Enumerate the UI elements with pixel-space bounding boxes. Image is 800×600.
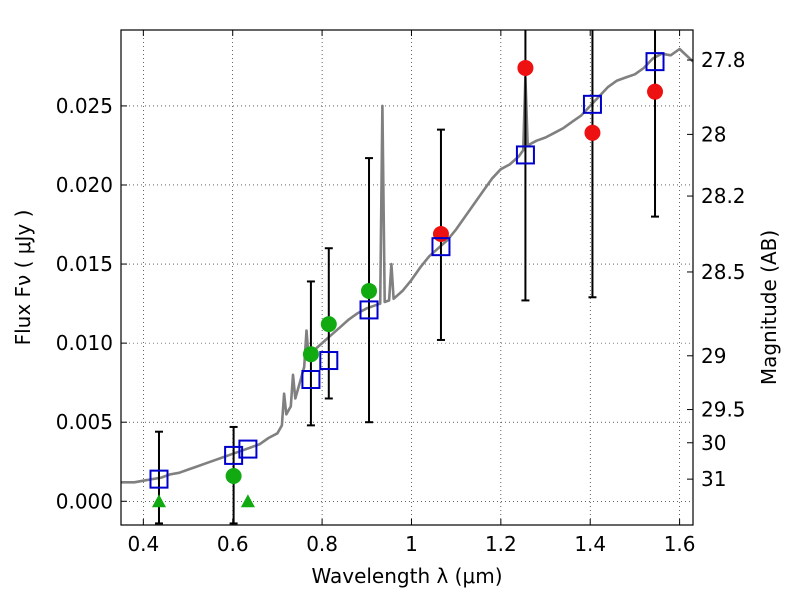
green-circle-marker	[302, 346, 319, 363]
grid	[121, 30, 693, 525]
y2-tick-label: 29.5	[701, 398, 746, 422]
x-tick-label: 0.4	[127, 532, 159, 556]
model-square-marker	[645, 52, 665, 72]
y2-tick-label: 31	[701, 467, 726, 491]
model-square-marker	[149, 469, 169, 489]
y2-tick-label: 28	[701, 122, 726, 146]
y2-tick-label: 28.2	[701, 184, 746, 208]
y2-tick-label: 27.8	[701, 48, 746, 72]
red-circle-marker	[432, 226, 449, 243]
x-tick-label: 0.8	[306, 532, 338, 556]
y-tick-label: 0.000	[56, 489, 113, 513]
model-square-marker	[224, 445, 244, 465]
plot-area	[121, 30, 694, 525]
red-circle-marker	[584, 124, 601, 141]
axis-ticks: 0.4 0.6 0.8 1 1.2 1.4 1.6 0.000 0.005 0.010 0.015 0…	[56, 30, 746, 556]
model-square-marker	[515, 145, 535, 165]
x-tick-label: 1.2	[485, 532, 517, 556]
x-axis-label: Wavelength λ (μm)	[311, 564, 502, 588]
model-square-marker	[582, 94, 602, 114]
plot-frame	[120, 29, 694, 526]
y-axis-label: Flux Fν ( μJy )	[11, 210, 35, 346]
green-circle-marker	[225, 467, 242, 484]
model-square-marker	[301, 370, 321, 390]
model-square-marker	[359, 300, 379, 320]
x-tick-label: 1.4	[574, 532, 606, 556]
green-circle-marker	[361, 282, 378, 299]
y-tick-label: 0.025	[56, 94, 113, 118]
green-circle-marker	[320, 316, 337, 333]
model-square-marker	[431, 237, 451, 257]
model-square-marker	[238, 439, 258, 459]
y-tick-label: 0.010	[56, 331, 113, 355]
y2-tick-label: 29	[701, 344, 726, 368]
y-tick-label: 0.005	[56, 410, 113, 434]
y2-tick-label: 28.5	[701, 260, 746, 284]
green-triangle-marker	[240, 494, 255, 508]
x-tick-label: 1.6	[664, 532, 696, 556]
y-tick-label: 0.015	[56, 252, 113, 276]
spectrum-line	[121, 47, 694, 484]
model-square-marker	[319, 351, 339, 371]
y2-axis-label: Magnitude (AB)	[757, 230, 781, 385]
y-tick-label: 0.020	[56, 173, 113, 197]
red-circle-marker	[517, 59, 534, 76]
red-circle-marker	[647, 83, 664, 100]
green-triangle-marker	[151, 494, 166, 508]
y2-tick-label: 30	[701, 431, 726, 455]
x-tick-label: 0.6	[217, 532, 249, 556]
x-tick-label: 1	[405, 532, 418, 556]
